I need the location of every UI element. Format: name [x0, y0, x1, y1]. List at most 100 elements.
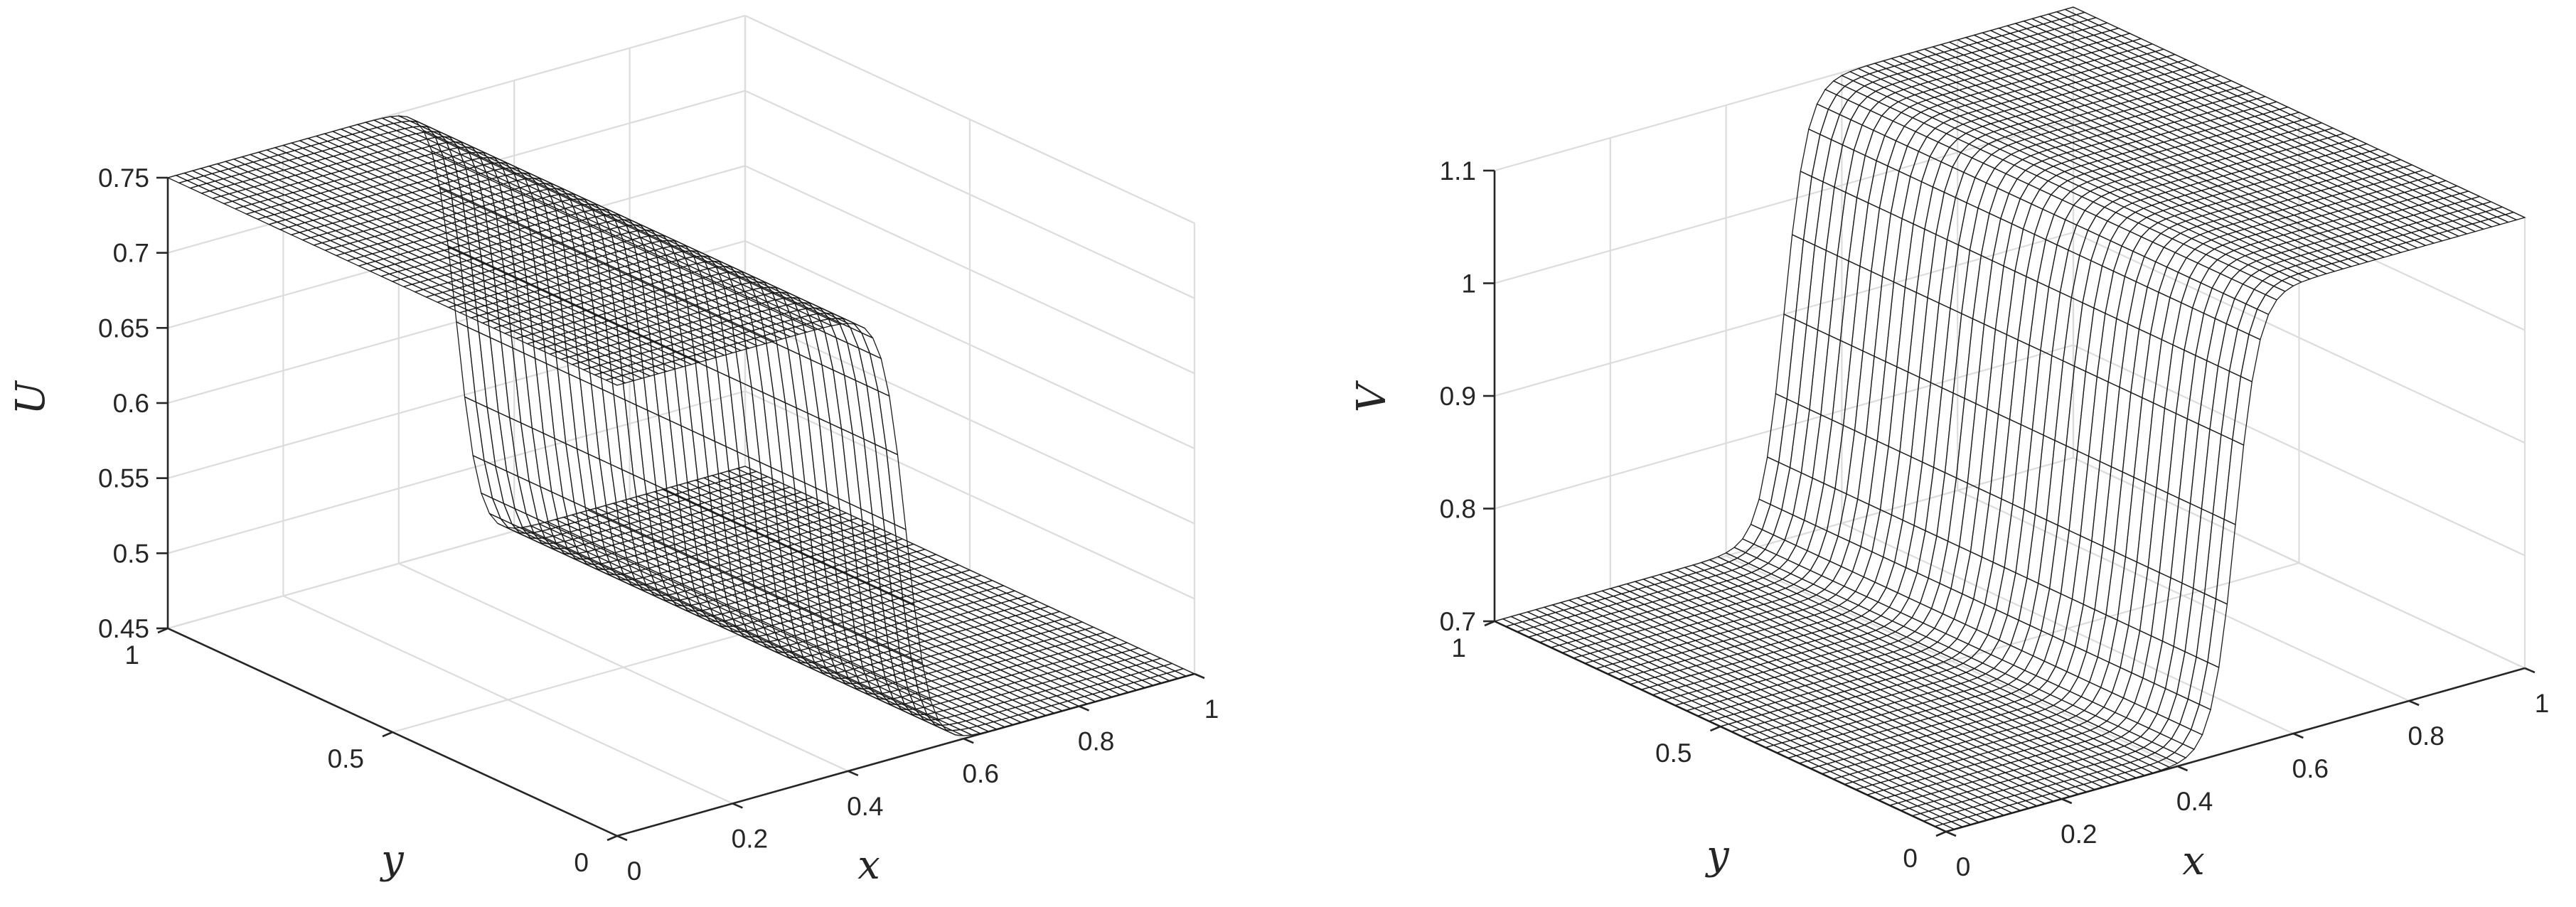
surface-patch	[1783, 234, 1805, 321]
surface-patch	[821, 364, 843, 430]
surface-patch	[1869, 601, 1891, 617]
surface-patch	[2089, 186, 2111, 198]
surface-patch	[2018, 577, 2039, 626]
surface-patch	[1860, 503, 1881, 553]
surface-patch	[2010, 689, 2032, 699]
grid-line	[2073, 232, 2526, 444]
surface-patch	[776, 343, 798, 409]
surface-patch	[1862, 270, 1883, 358]
x-tick-label: 0.8	[1078, 727, 1114, 756]
surface-patch	[1936, 633, 1958, 648]
surface-patch	[2026, 675, 2048, 690]
surface-patch	[1882, 514, 1903, 564]
surface-patch	[1896, 286, 1917, 373]
surface-patch	[810, 358, 831, 424]
surface-patch	[1844, 80, 1866, 92]
surface-patch	[765, 338, 786, 404]
surface-patch	[1874, 276, 1895, 363]
surface-patch	[2080, 190, 2102, 203]
surface-patch	[2043, 355, 2064, 441]
surface-patch	[2110, 386, 2132, 473]
surface-patch	[1904, 223, 1925, 294]
surface-patch	[1911, 112, 1933, 124]
grid-line	[2073, 457, 2526, 669]
z-tick-label: 0.7	[113, 239, 149, 268]
surface-patch	[1851, 265, 1872, 352]
surface-patch	[1982, 654, 2004, 670]
grid-line	[1494, 119, 2074, 284]
z-tick-label: 0.6	[113, 389, 149, 418]
surface-patch	[2047, 175, 2069, 187]
surface-mesh	[166, 115, 1196, 736]
surface-patch	[456, 321, 477, 403]
surface-patch	[2137, 217, 2159, 229]
surface-patch	[1818, 599, 1840, 610]
surface-patch	[1792, 472, 1813, 521]
x-tick-mark	[848, 770, 859, 776]
surface-patch	[2077, 370, 2097, 457]
surface-patch	[1849, 498, 1870, 547]
surface-patch	[1868, 440, 1889, 510]
surface-patch	[1905, 525, 1926, 574]
surface-patch	[2106, 212, 2128, 227]
surface-patch	[1767, 554, 1789, 569]
surface-patch	[2082, 259, 2103, 309]
surface-patch	[1953, 662, 1976, 673]
surface-patch	[1972, 254, 1993, 325]
surface-patch	[1803, 477, 1824, 527]
surface-patch	[1928, 535, 1949, 584]
surface-patch	[1942, 118, 1965, 129]
surface-patch	[2041, 588, 2062, 637]
surface-patch	[1786, 318, 1807, 405]
surface-patch	[489, 336, 511, 419]
surface-patch	[2043, 166, 2066, 176]
surface-patch	[866, 385, 887, 451]
surface-patch	[1832, 75, 1854, 87]
surface-patch	[1802, 176, 1824, 246]
surface-patch	[1877, 96, 1900, 108]
surface-patch	[1925, 628, 1947, 643]
surface-patch	[1859, 202, 1881, 272]
y-tick-label: 0.5	[328, 744, 364, 773]
surface-patch	[2078, 181, 2100, 192]
surface-patch	[2116, 275, 2137, 325]
surface-patch	[1964, 318, 1985, 404]
surface-patch	[2054, 360, 2075, 446]
surface-patch	[787, 348, 808, 414]
surface-patch	[2093, 265, 2115, 314]
surface-patch	[1930, 113, 1953, 124]
surface-patch	[1866, 90, 1888, 103]
surface-patch	[1789, 403, 1810, 474]
surface-patch	[1858, 96, 1880, 112]
surface-patch	[1893, 519, 1915, 569]
x-tick-mark	[963, 738, 974, 744]
surface-patch	[2004, 664, 2026, 680]
surface-patch	[1923, 117, 1945, 129]
surface-patch	[1879, 445, 1901, 516]
surface-patch	[1880, 606, 1902, 622]
surface-patch	[478, 331, 499, 414]
surface-patch	[2016, 169, 2038, 185]
surface-patch	[531, 427, 552, 493]
surface-patch	[1893, 218, 1914, 289]
surface-patch	[1806, 244, 1827, 331]
x-tick-label: 0	[627, 857, 642, 886]
surface-patch	[717, 370, 738, 453]
surface-patch	[2046, 439, 2067, 526]
surface-patch	[554, 437, 575, 503]
surface-patch	[1919, 107, 1942, 119]
surface-patch	[1897, 97, 1919, 108]
surface-patch	[1823, 419, 1844, 490]
surface-patch	[2127, 281, 2148, 330]
surface-patch	[1863, 621, 1886, 631]
surface-patch	[2017, 276, 2038, 346]
surface-patch	[1739, 562, 1761, 574]
surface-patch	[1728, 557, 1750, 568]
surface-patch	[2073, 302, 2095, 372]
surface-patch	[2092, 195, 2114, 208]
surface-patch	[1952, 313, 1974, 399]
z-tick-label: 0.75	[98, 163, 149, 193]
surface-patch	[2152, 232, 2174, 248]
surface-patch	[1791, 171, 1812, 241]
